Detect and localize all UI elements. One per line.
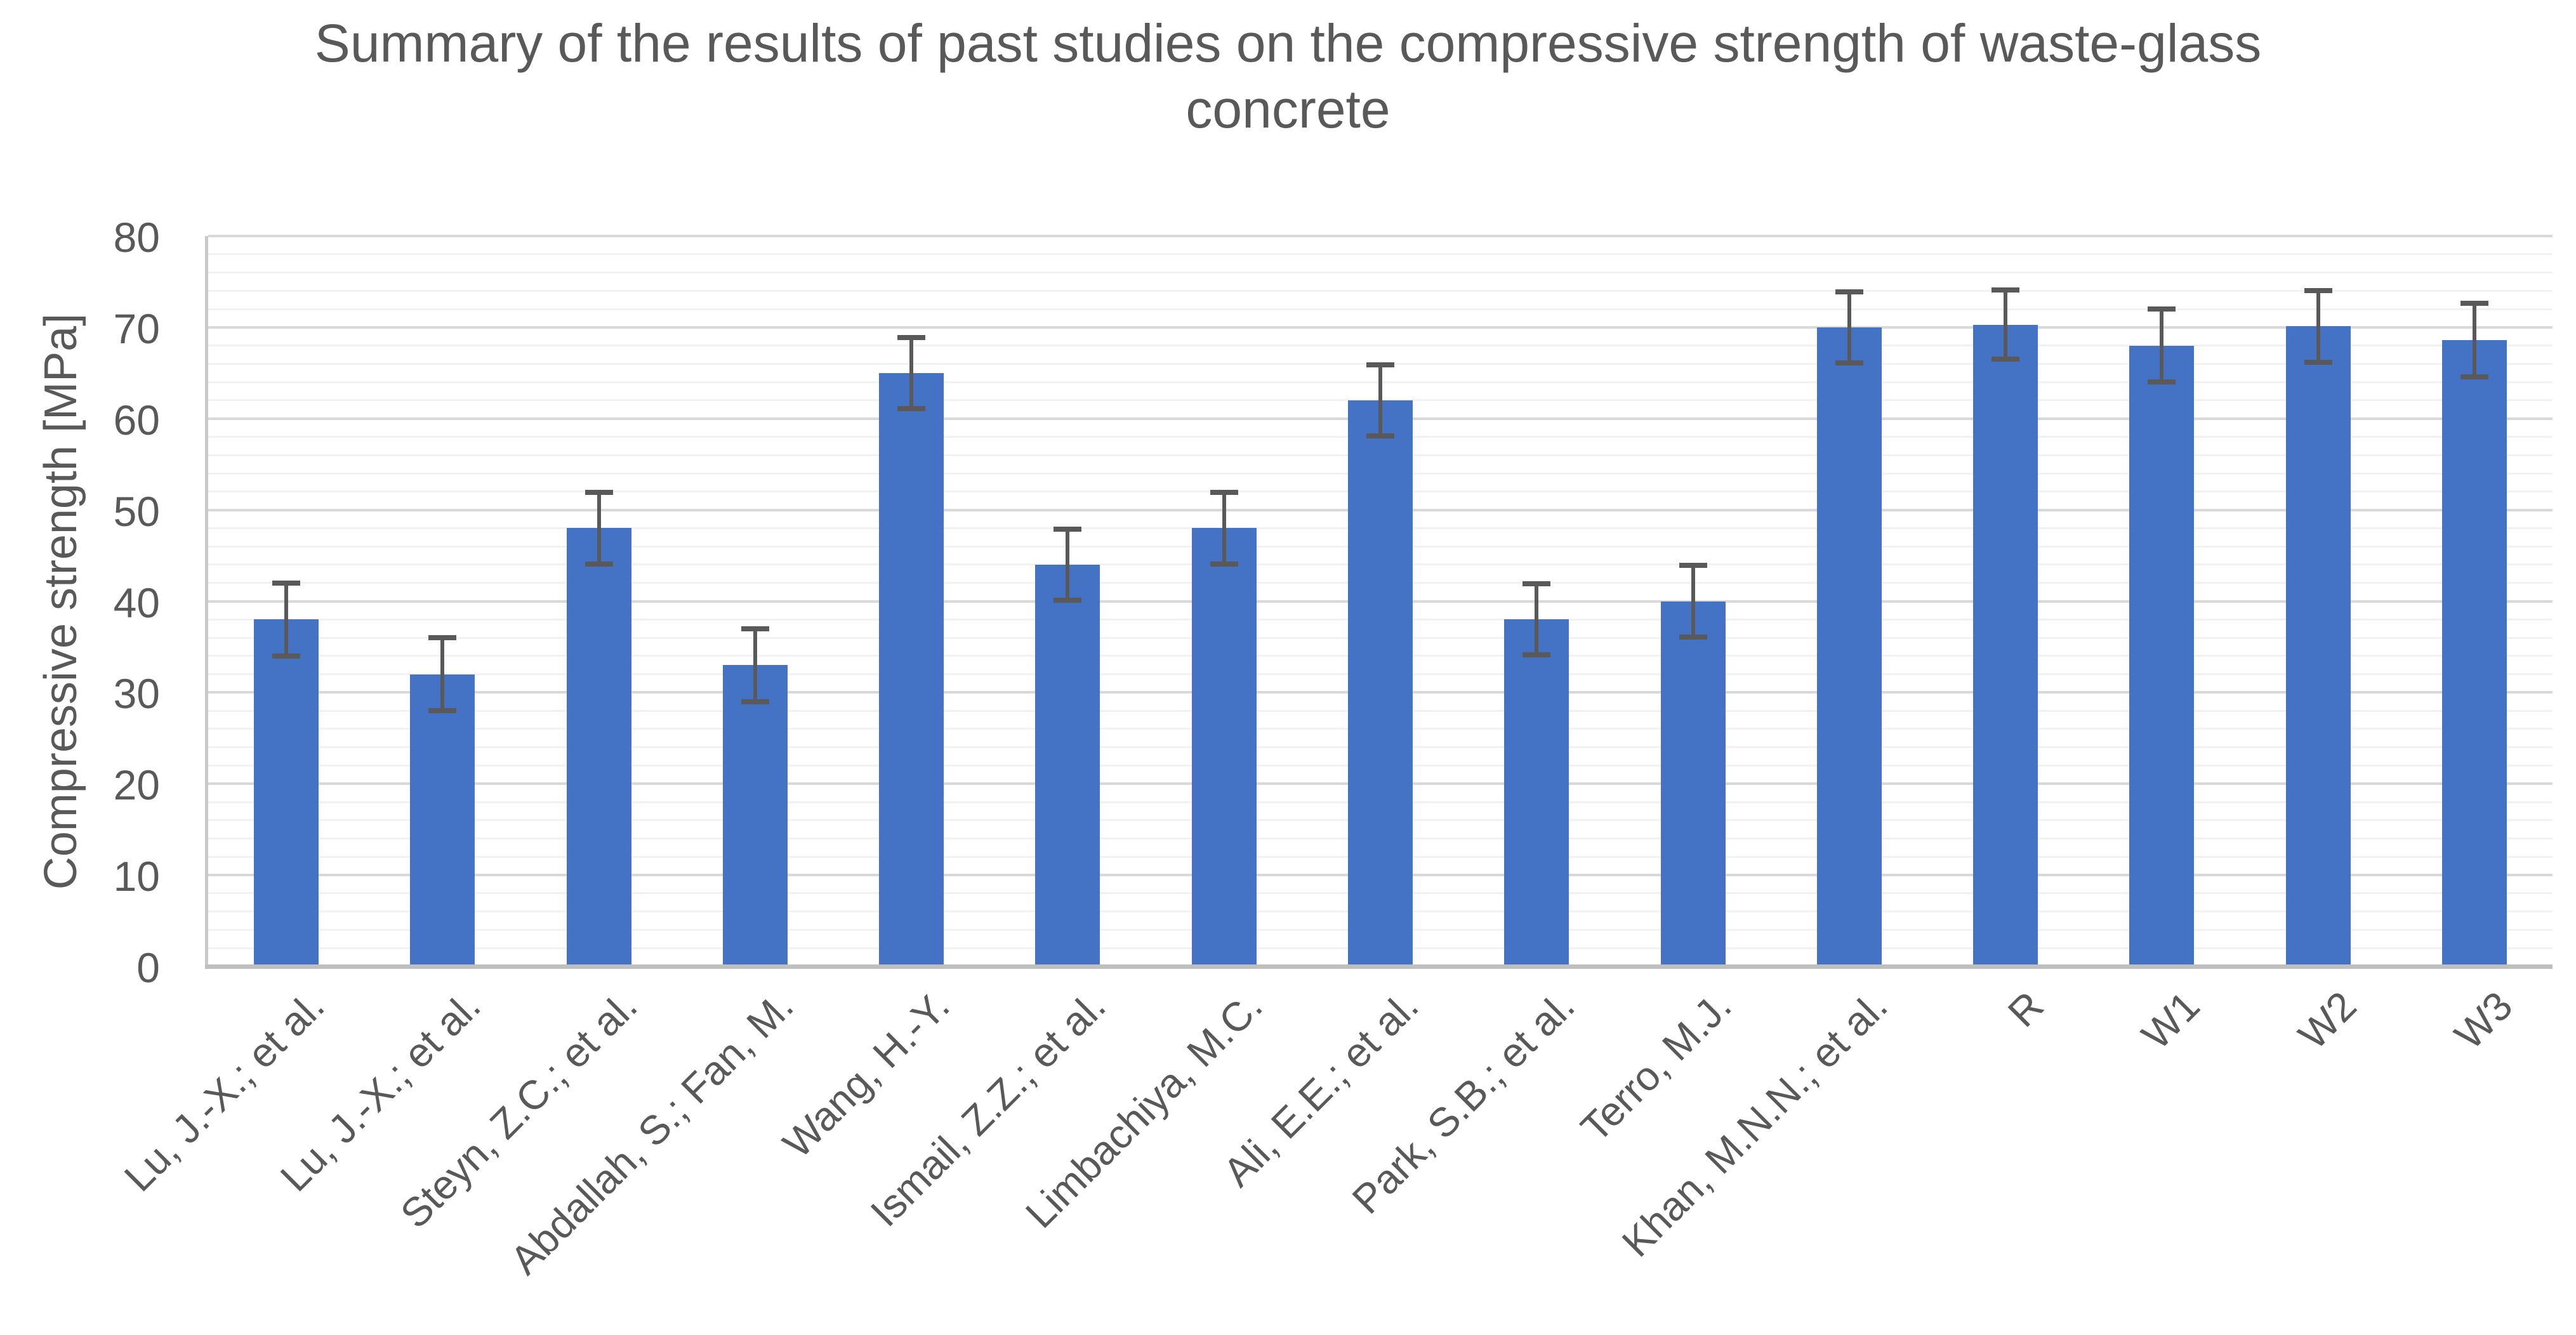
chart-title: Summary of the results of past studies o… [0,10,2576,142]
y-tick-label-20: 20 [113,761,160,809]
gridline-80 [208,235,2553,237]
error-bar-8 [1378,364,1382,437]
gridline-68 [208,345,2553,347]
error-bar-cap-top-1 [272,580,301,586]
x-label-text-12: R [1999,982,2052,1036]
gridline-72 [208,308,2553,310]
error-bar-cap-top-6 [1054,526,1082,532]
y-tick-label-80: 80 [113,214,160,261]
x-label-text-13: W1 [2133,982,2209,1058]
bar-9 [1504,619,1569,966]
error-bar-9 [1535,584,1539,655]
error-bar-3 [597,492,601,564]
error-bar-cap-bottom-5 [897,405,926,411]
bar-2 [410,674,475,966]
y-tick-label-70: 70 [113,305,160,352]
error-bar-14 [2316,291,2320,362]
error-bar-7 [1222,492,1226,564]
bar-14 [2285,326,2351,966]
x-axis-line [205,964,2553,969]
bar-3 [566,528,631,966]
error-bar-11 [1847,291,1851,363]
error-bar-2 [440,638,445,711]
error-bar-cap-top-9 [1522,581,1551,587]
error-bar-cap-bottom-3 [585,561,613,567]
error-bar-cap-bottom-9 [1522,652,1551,658]
y-tick-label-10: 10 [113,853,160,900]
error-bar-15 [2472,303,2476,377]
error-bar-cap-top-14 [2304,288,2332,294]
y-axis-line [205,236,208,966]
chart-title-line2: concrete [1186,79,1390,139]
error-bar-12 [2004,289,2008,360]
x-label-text-14: W2 [2289,982,2365,1058]
gridline-78 [208,253,2553,256]
error-bar-4 [753,628,757,702]
bar-8 [1348,400,1413,966]
error-bar-cap-top-5 [897,334,926,340]
error-bar-cap-bottom-15 [2460,374,2488,379]
error-bar-cap-bottom-11 [1835,360,1863,365]
bar-6 [1035,564,1100,966]
error-bar-13 [2160,309,2164,383]
error-bar-cap-top-8 [1366,362,1394,367]
error-bar-cap-bottom-2 [428,708,457,714]
error-bar-cap-top-4 [741,626,769,631]
error-bar-cap-top-2 [428,635,457,641]
error-bar-cap-bottom-7 [1210,561,1238,567]
x-label-text-10: Terro, M.J. [1571,982,1740,1151]
x-label-text-11: Khan, M.N.N.; et al. [1613,982,1896,1266]
error-bar-cap-bottom-8 [1366,433,1394,439]
error-bar-cap-top-7 [1210,490,1238,496]
bar-7 [1191,528,1257,966]
error-bar-cap-bottom-4 [741,699,769,704]
error-bar-cap-top-13 [2148,306,2176,312]
error-bar-cap-top-11 [1835,289,1863,294]
bar-1 [254,619,319,966]
y-tick-label-0: 0 [136,944,160,991]
x-label-text-15: W3 [2445,982,2521,1058]
bar-10 [1660,601,1726,966]
error-bar-cap-bottom-12 [1991,357,2020,362]
x-label-text-4: Abdallah, S.; Fan, M. [501,982,802,1284]
bar-13 [2129,345,2195,966]
error-bar-cap-top-12 [1991,287,2020,293]
error-bar-5 [909,337,914,409]
y-tick-label-30: 30 [113,670,160,718]
error-bar-cap-top-15 [2460,301,2488,306]
error-bar-cap-bottom-10 [1679,634,1707,640]
error-bar-1 [284,582,289,656]
error-bar-cap-bottom-14 [2304,359,2332,365]
y-tick-label-50: 50 [113,487,160,535]
error-bar-cap-top-10 [1679,563,1707,569]
bar-11 [1816,327,1882,966]
bar-5 [879,372,944,966]
bar-12 [1973,324,2038,966]
error-bar-cap-bottom-6 [1054,598,1082,603]
gridline-76 [208,272,2553,274]
error-bar-cap-top-3 [585,490,613,496]
error-bar-cap-bottom-13 [2148,379,2176,385]
chart-title-line1: Summary of the results of past studies o… [314,13,2262,73]
gridline-74 [208,289,2553,292]
error-bar-10 [1691,565,1695,637]
bar-15 [2441,340,2507,966]
y-tick-label-60: 60 [113,396,160,444]
y-tick-label-40: 40 [113,579,160,626]
gridline-70 [208,326,2553,329]
error-bar-cap-bottom-1 [272,653,301,659]
error-bar-6 [1066,529,1070,601]
bar-4 [722,665,788,966]
